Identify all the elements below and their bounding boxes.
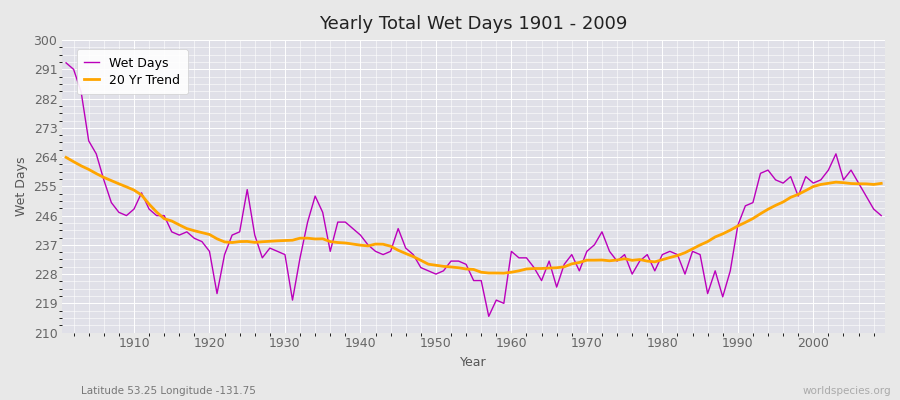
20 Yr Trend	[604, 258, 615, 263]
Wet Days	[483, 314, 494, 319]
20 Yr Trend	[60, 155, 71, 160]
Wet Days	[876, 213, 886, 218]
Wet Days	[121, 213, 131, 218]
20 Yr Trend	[499, 271, 509, 276]
Wet Days	[604, 249, 615, 254]
Legend: Wet Days, 20 Yr Trend: Wet Days, 20 Yr Trend	[76, 49, 188, 94]
X-axis label: Year: Year	[460, 356, 487, 369]
20 Yr Trend	[876, 181, 886, 186]
Title: Yearly Total Wet Days 1901 - 2009: Yearly Total Wet Days 1901 - 2009	[320, 15, 628, 33]
Text: Latitude 53.25 Longitude -131.75: Latitude 53.25 Longitude -131.75	[81, 386, 256, 396]
Wet Days	[514, 256, 525, 260]
Wet Days	[287, 298, 298, 302]
Y-axis label: Wet Days: Wet Days	[15, 156, 28, 216]
Wet Days	[60, 60, 71, 65]
Line: Wet Days: Wet Days	[66, 63, 881, 316]
Wet Days	[332, 220, 343, 224]
20 Yr Trend	[287, 238, 298, 242]
20 Yr Trend	[332, 240, 343, 245]
Text: worldspecies.org: worldspecies.org	[803, 386, 891, 396]
20 Yr Trend	[121, 184, 131, 189]
20 Yr Trend	[514, 268, 525, 273]
20 Yr Trend	[506, 270, 517, 275]
Wet Days	[506, 249, 517, 254]
Line: 20 Yr Trend: 20 Yr Trend	[66, 157, 881, 273]
